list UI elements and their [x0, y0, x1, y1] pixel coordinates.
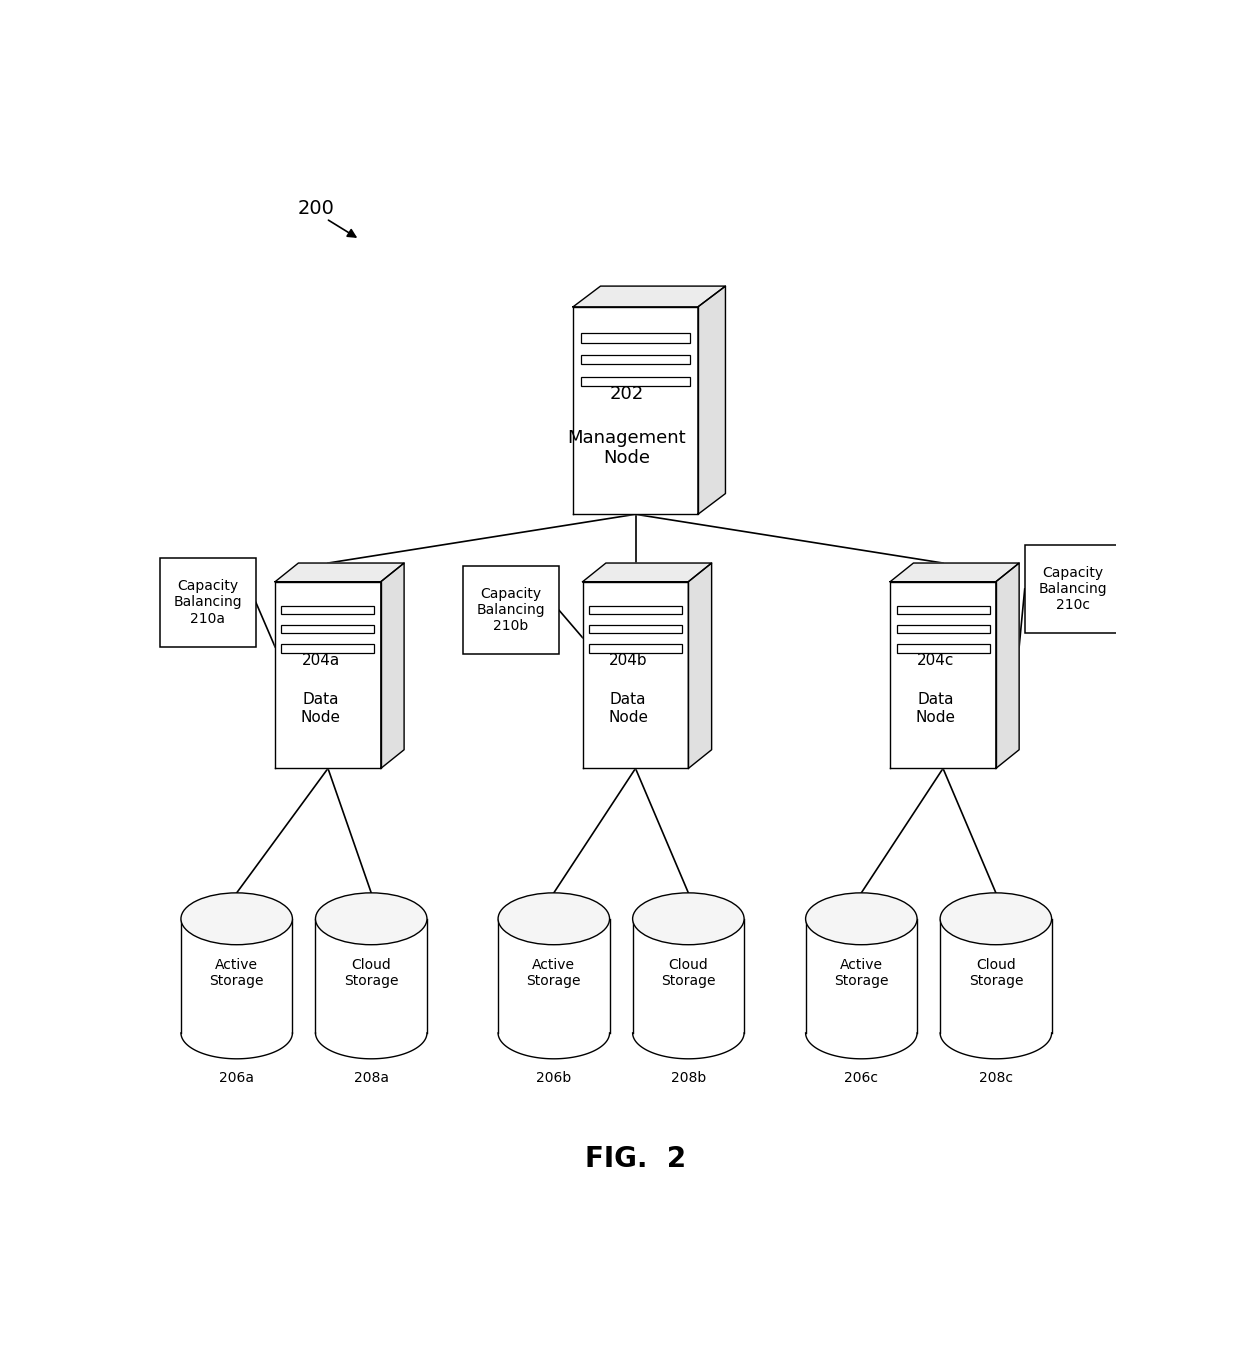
- Text: 206a: 206a: [219, 1071, 254, 1086]
- Polygon shape: [573, 286, 725, 307]
- Polygon shape: [275, 563, 404, 582]
- Text: 208b: 208b: [671, 1071, 706, 1086]
- Text: 204c: 204c: [916, 652, 955, 668]
- Bar: [281, 625, 374, 633]
- Text: Capacity
Balancing
210b: Capacity Balancing 210b: [476, 586, 544, 633]
- Polygon shape: [583, 582, 688, 768]
- Ellipse shape: [181, 893, 293, 944]
- Bar: [589, 644, 682, 653]
- Polygon shape: [688, 563, 712, 768]
- Polygon shape: [315, 919, 427, 1033]
- Polygon shape: [698, 286, 725, 515]
- Bar: [589, 606, 682, 614]
- Bar: [580, 333, 691, 342]
- Bar: [160, 559, 255, 647]
- Polygon shape: [940, 919, 1052, 1033]
- Bar: [1024, 546, 1121, 633]
- Text: 208a: 208a: [353, 1071, 388, 1086]
- Bar: [580, 377, 691, 385]
- Bar: [281, 644, 374, 653]
- Bar: [897, 606, 990, 614]
- Bar: [897, 644, 990, 653]
- Bar: [281, 606, 374, 614]
- Polygon shape: [583, 563, 712, 582]
- Text: FIG.  2: FIG. 2: [585, 1145, 686, 1173]
- Text: 204b: 204b: [609, 652, 647, 668]
- Polygon shape: [573, 307, 698, 515]
- Polygon shape: [806, 919, 918, 1033]
- Text: 200: 200: [298, 199, 334, 218]
- Text: 206b: 206b: [536, 1071, 572, 1086]
- Polygon shape: [996, 563, 1019, 768]
- Text: Capacity
Balancing
210a: Capacity Balancing 210a: [174, 579, 242, 625]
- Bar: [463, 566, 558, 653]
- Text: 204a: 204a: [301, 652, 340, 668]
- Ellipse shape: [315, 893, 427, 944]
- Text: Data
Node: Data Node: [608, 692, 649, 725]
- Ellipse shape: [806, 893, 918, 944]
- Ellipse shape: [632, 893, 744, 944]
- Bar: [897, 625, 990, 633]
- Polygon shape: [632, 919, 744, 1033]
- Polygon shape: [890, 582, 996, 768]
- Text: 208c: 208c: [978, 1071, 1013, 1086]
- Text: Data
Node: Data Node: [915, 692, 956, 725]
- Text: Cloud
Storage: Cloud Storage: [343, 958, 398, 989]
- Text: Cloud
Storage: Cloud Storage: [968, 958, 1023, 989]
- Polygon shape: [181, 919, 293, 1033]
- Text: Cloud
Storage: Cloud Storage: [661, 958, 715, 989]
- Text: Active
Storage: Active Storage: [835, 958, 889, 989]
- Text: Capacity
Balancing
210c: Capacity Balancing 210c: [1038, 566, 1107, 612]
- Ellipse shape: [940, 893, 1052, 944]
- Text: Data
Node: Data Node: [300, 692, 341, 725]
- Bar: [589, 625, 682, 633]
- Text: Active
Storage: Active Storage: [210, 958, 264, 989]
- Polygon shape: [275, 582, 381, 768]
- Text: 206c: 206c: [844, 1071, 878, 1086]
- Text: Management
Node: Management Node: [568, 428, 686, 467]
- Text: Active
Storage: Active Storage: [527, 958, 582, 989]
- Text: 202: 202: [610, 385, 644, 403]
- Bar: [580, 354, 691, 364]
- Polygon shape: [890, 563, 1019, 582]
- Polygon shape: [381, 563, 404, 768]
- Polygon shape: [498, 919, 610, 1033]
- Ellipse shape: [498, 893, 610, 944]
